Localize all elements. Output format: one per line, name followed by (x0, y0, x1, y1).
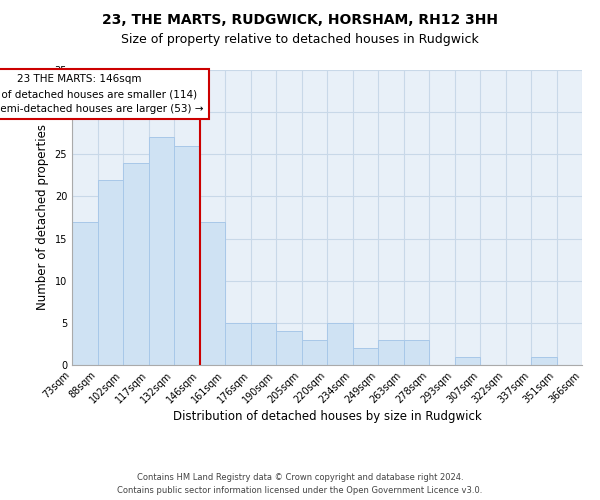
Bar (327, 323, 353, 365)
Bar (276, 332, 302, 365)
Bar (97, 180, 123, 365)
Text: Size of property relative to detached houses in Rudgwick: Size of property relative to detached ho… (121, 32, 479, 46)
Text: 23, THE MARTS, RUDGWICK, HORSHAM, RH12 3HH: 23, THE MARTS, RUDGWICK, HORSHAM, RH12 3… (102, 12, 498, 26)
Bar (455, 356, 480, 365)
Bar (531, 356, 557, 365)
Bar (251, 323, 276, 365)
Bar (378, 340, 404, 365)
Text: 23 THE MARTS: 146sqm
← 68% of detached houses are smaller (114)
32% of semi-deta: 23 THE MARTS: 146sqm ← 68% of detached h… (0, 74, 204, 114)
Bar (149, 138, 174, 365)
Text: Contains HM Land Registry data © Crown copyright and database right 2024.
Contai: Contains HM Land Registry data © Crown c… (118, 474, 482, 495)
Bar (174, 146, 199, 365)
Bar (353, 348, 378, 365)
X-axis label: Distribution of detached houses by size in Rudgwick: Distribution of detached houses by size … (173, 410, 481, 424)
Bar (225, 323, 251, 365)
Bar (199, 222, 225, 365)
Y-axis label: Number of detached properties: Number of detached properties (36, 124, 49, 310)
Bar (123, 162, 149, 365)
Bar (72, 222, 97, 365)
Bar (302, 340, 327, 365)
Bar (404, 340, 429, 365)
